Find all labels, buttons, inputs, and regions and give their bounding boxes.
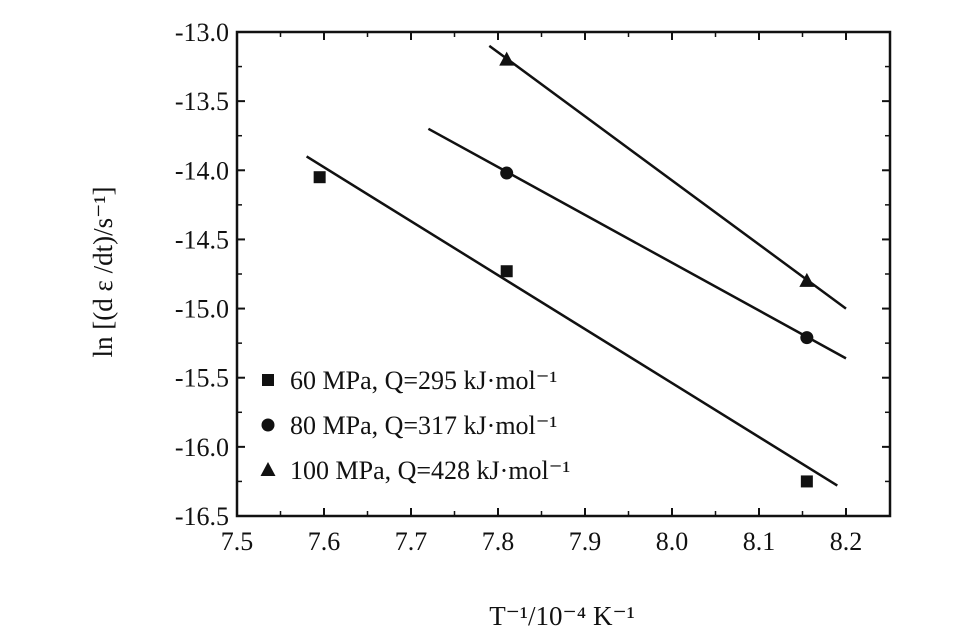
legend-label: 80 MPa, Q=317 kJ·mol⁻¹: [290, 411, 557, 440]
y-tick-label: -13.0: [175, 18, 229, 47]
y-axis-label: ln [(d ε /dt)/s⁻¹]: [88, 187, 118, 358]
plot-frame: [235, 30, 892, 518]
y-tick-label: -16.0: [175, 433, 229, 462]
data-point-triangle: [799, 272, 815, 287]
fit-line-square: [305, 155, 838, 487]
y-tick-label: -15.0: [175, 295, 229, 324]
legend-marker-circle: [261, 418, 275, 432]
data-point-square: [800, 475, 813, 488]
data-point-square: [313, 171, 326, 184]
y-tick-label: -13.5: [175, 87, 229, 116]
y-tick-label: -14.0: [175, 156, 229, 185]
x-tick-label: 8.0: [656, 527, 689, 556]
data-points: [313, 51, 815, 488]
legend-marker-triangle: [260, 462, 276, 476]
fit-lines: [305, 44, 847, 487]
x-tick-label: 7.5: [221, 527, 254, 556]
axis-ticks: 7.5 7.6 7.7 7.8 7.9 8.0 8.1 8.2 -13.0 -13.5 -14.0 -…: [175, 18, 890, 556]
x-tick-label: 7.8: [482, 527, 515, 556]
legend-label: 100 MPa, Q=428 kJ·mol⁻¹: [290, 456, 570, 485]
y-tick-label: -16.5: [175, 502, 229, 531]
data-point-square: [500, 265, 513, 278]
x-tick-label: 8.2: [830, 527, 863, 556]
legend-marker-square: [262, 374, 274, 386]
x-tick-label: 7.6: [308, 527, 341, 556]
data-point-triangle: [499, 51, 515, 66]
data-point-circle: [500, 166, 514, 180]
y-tick-label: -15.5: [175, 364, 229, 393]
fit-line-circle: [427, 127, 847, 360]
fit-line-triangle: [488, 44, 847, 310]
y-tick-label: -14.5: [175, 225, 229, 254]
plot-axes: [235, 30, 892, 518]
x-tick-label: 8.1: [743, 527, 776, 556]
x-tick-label: 7.7: [395, 527, 428, 556]
legend-label: 60 MPa, Q=295 kJ·mol⁻¹: [290, 366, 557, 395]
x-axis-label: T⁻¹/10⁻⁴ K⁻¹: [489, 601, 635, 631]
legend: 60 MPa, Q=295 kJ·mol⁻¹ 80 MPa, Q=317 kJ·m…: [260, 366, 570, 485]
x-tick-label: 7.9: [569, 527, 602, 556]
data-point-circle: [800, 331, 814, 345]
